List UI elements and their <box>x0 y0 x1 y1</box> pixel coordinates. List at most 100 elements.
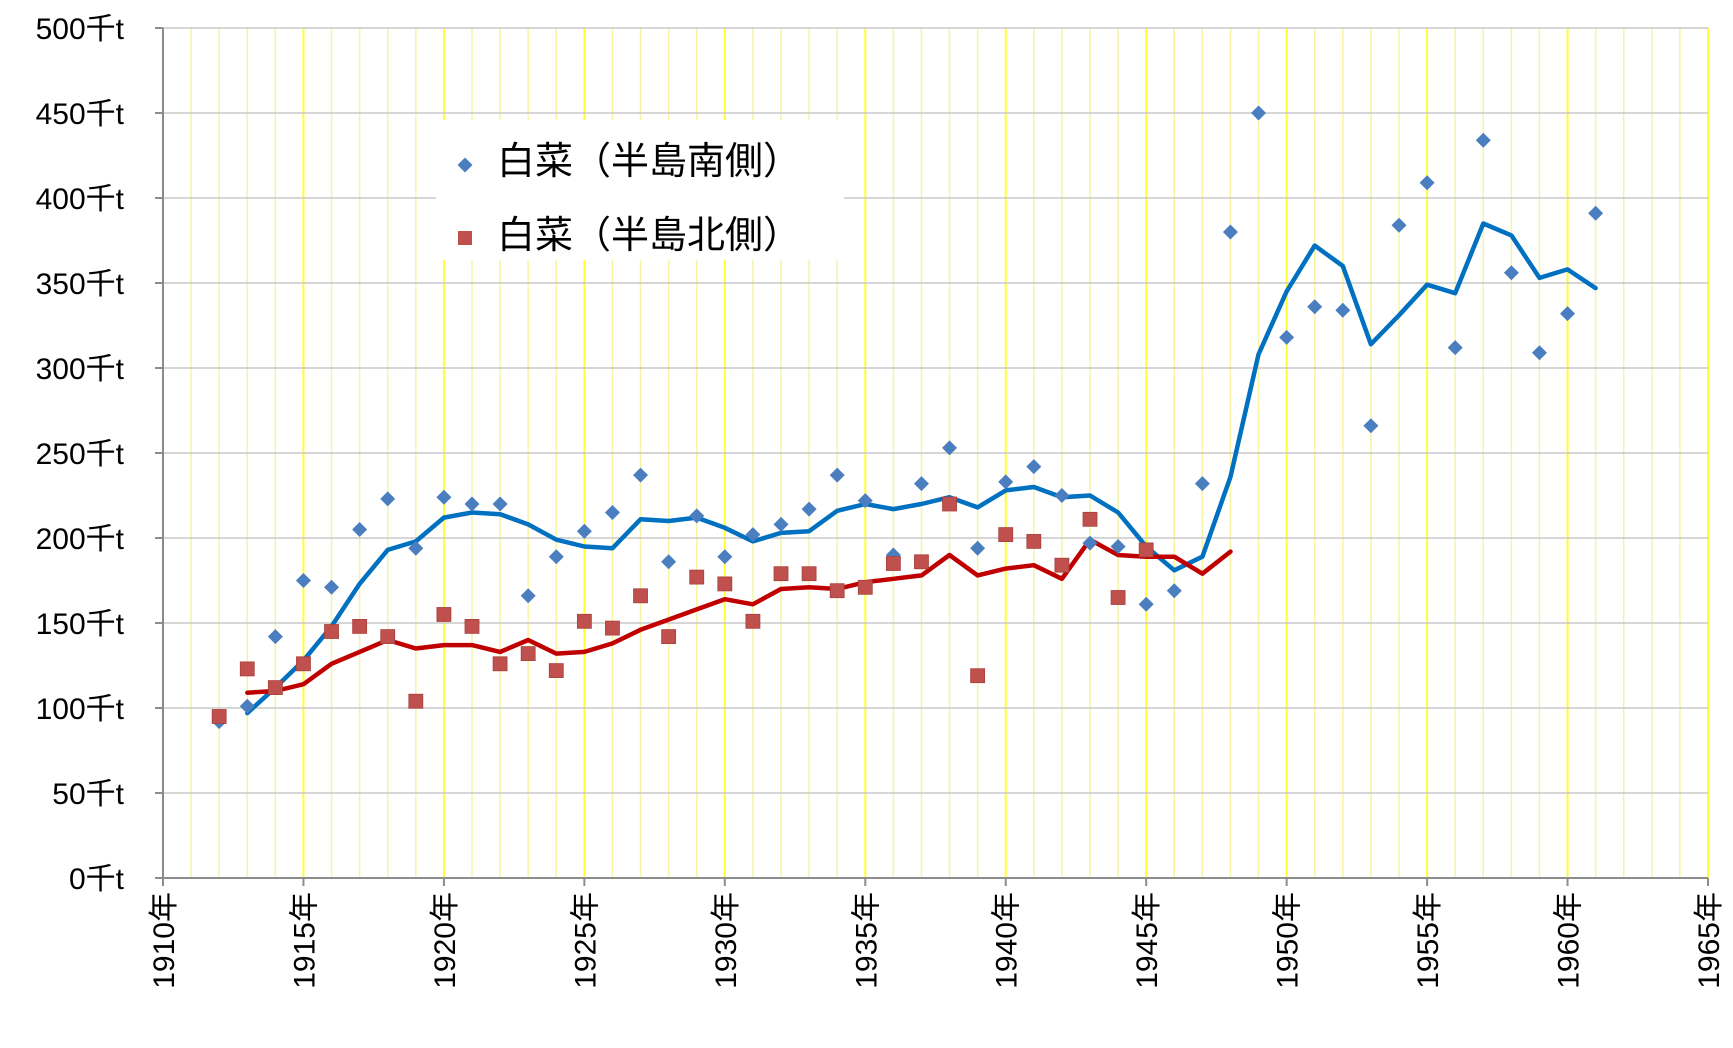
data-point-south <box>1560 306 1576 322</box>
data-point-north <box>267 680 283 695</box>
x-tick-label: 1920年 <box>429 892 462 989</box>
data-point-south <box>436 489 452 505</box>
data-point-north <box>464 619 480 634</box>
data-point-south <box>1026 459 1042 475</box>
data-point-north <box>914 554 929 570</box>
data-point-north <box>324 624 339 639</box>
data-point-north <box>801 566 817 582</box>
data-point-south <box>1166 583 1182 599</box>
data-point-south <box>1335 302 1351 318</box>
data-point-north <box>1026 534 1042 549</box>
data-point-north <box>745 613 761 629</box>
data-point-south <box>717 549 733 565</box>
x-tick-label: 1955年 <box>1412 892 1445 989</box>
legend-background <box>436 120 844 260</box>
x-tick-label: 1950年 <box>1272 892 1305 989</box>
data-point-south <box>352 522 368 537</box>
data-point-south <box>520 588 536 604</box>
y-tick-label: 300千t <box>36 353 125 386</box>
x-tick-label: 1965年 <box>1693 892 1726 989</box>
data-point-south <box>548 549 564 565</box>
data-point-north <box>239 661 255 677</box>
data-point-north <box>352 619 368 634</box>
trend-line-south <box>245 221 1598 716</box>
data-point-north <box>380 629 396 644</box>
y-tick-label: 400千t <box>36 183 125 216</box>
data-point-north <box>1138 542 1154 558</box>
data-point-south <box>1531 345 1547 361</box>
data-point-south <box>1447 340 1463 356</box>
data-point-north <box>829 583 845 599</box>
data-point-south <box>1138 596 1154 612</box>
data-point-north <box>633 588 648 604</box>
data-point-north <box>1082 511 1098 527</box>
y-tick-label: 0千t <box>69 863 125 896</box>
series <box>211 105 1604 730</box>
data-point-south <box>1503 265 1519 281</box>
x-tick-label: 1960年 <box>1553 892 1586 989</box>
y-tick-label: 500千t <box>36 13 125 46</box>
data-point-south <box>1307 299 1323 315</box>
x-tick-label: 1925年 <box>569 892 602 989</box>
data-point-north <box>548 663 564 678</box>
data-point-south <box>857 493 873 509</box>
x-tick-label: 1930年 <box>710 892 743 989</box>
data-point-south <box>745 527 761 543</box>
data-point-north <box>998 527 1014 542</box>
data-point-south <box>1222 224 1238 240</box>
data-point-north <box>661 629 677 644</box>
axes <box>155 27 1709 886</box>
y-tick-label: 350千t <box>36 268 125 301</box>
data-point-south <box>689 508 705 524</box>
data-point-south <box>1110 539 1126 554</box>
data-point-north <box>885 556 901 571</box>
data-point-south <box>1391 217 1407 233</box>
data-point-north <box>1054 557 1070 573</box>
data-point-south <box>942 440 958 456</box>
y-tick-label: 100千t <box>36 693 125 726</box>
y-tick-label: 250千t <box>36 438 125 471</box>
data-point-south <box>773 516 789 532</box>
data-point-north <box>576 613 592 629</box>
data-point-north <box>492 656 508 672</box>
data-point-north <box>436 607 452 622</box>
legend-label-south: 白菜（半島南側） <box>497 139 801 183</box>
data-point-south <box>1082 535 1098 551</box>
data-point-south <box>1475 132 1491 148</box>
data-point-north <box>1110 590 1126 605</box>
data-point-north <box>296 656 311 672</box>
data-point-south <box>604 505 620 520</box>
data-point-south <box>661 554 677 570</box>
data-point-south <box>408 540 424 556</box>
data-point-south <box>464 496 480 512</box>
data-point-north <box>211 709 227 724</box>
data-point-north <box>942 496 957 512</box>
data-point-south <box>1419 175 1435 191</box>
data-point-north <box>717 576 733 592</box>
y-tick-label: 450千t <box>36 98 125 131</box>
data-point-south <box>913 476 929 492</box>
data-point-south <box>633 467 649 483</box>
data-point-south <box>576 523 592 539</box>
x-tick-label: 1915年 <box>288 892 321 989</box>
y-tick-label: 200千t <box>36 523 125 556</box>
x-tick-label: 1945年 <box>1131 892 1164 989</box>
legend-marker-north <box>458 231 472 245</box>
data-point-south <box>1194 476 1210 492</box>
data-point-south <box>970 540 986 556</box>
y-tick-label: 50千t <box>52 778 124 811</box>
legend-label-north: 白菜（半島北側） <box>497 213 801 257</box>
data-point-south <box>1363 418 1379 434</box>
data-point-south <box>239 698 255 714</box>
legend-marker-south <box>457 157 473 173</box>
data-point-north <box>773 566 789 582</box>
y-tick-label: 150千t <box>36 608 125 641</box>
x-tick-label: 1910年 <box>148 892 181 989</box>
data-point-south <box>829 467 845 483</box>
data-point-south <box>324 579 340 595</box>
legend: 白菜（半島南側） 白菜（半島北側） <box>436 120 844 260</box>
data-point-north <box>605 620 620 636</box>
data-point-north <box>520 646 536 661</box>
